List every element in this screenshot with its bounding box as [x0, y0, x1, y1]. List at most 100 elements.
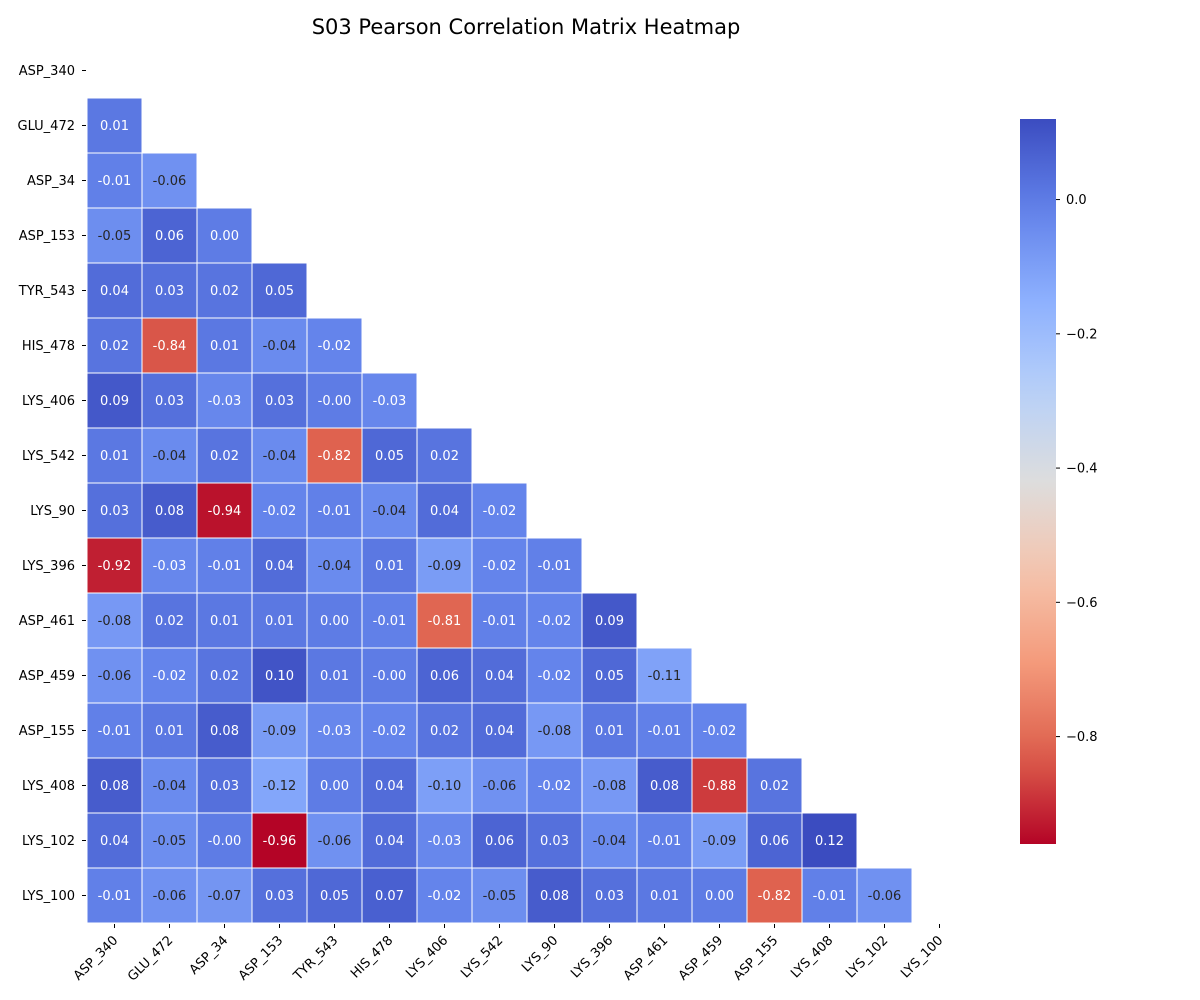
heatmap-cell-LYS_396-ASP_153 [251, 537, 308, 594]
cell-value-label: 0.05 [320, 889, 349, 904]
cell-value-label: -0.82 [318, 449, 352, 464]
heatmap-cell-ASP_461-LYS_90 [526, 592, 583, 649]
heatmap-cell-LYS_408-ASP_461 [636, 757, 693, 814]
cell-value-label: -0.01 [318, 504, 352, 519]
chart-title: S03 Pearson Correlation Matrix Heatmap [312, 15, 741, 39]
x-axis: ASP_340 GLU_472 ASP_34 ASP_153 TYR_543 HIS_47… [71, 924, 946, 984]
x-tick-label-ASP_459: ASP_459 [676, 933, 726, 983]
cell-value-label: 0.02 [210, 284, 239, 299]
cell-value-label: -0.02 [373, 724, 407, 739]
cell-value-label: -0.09 [703, 834, 737, 849]
cell-value-label: -0.06 [153, 174, 187, 189]
cell-value-label: -0.03 [153, 559, 187, 574]
cell-value-label: -0.82 [758, 889, 792, 904]
cell-value-label: -0.04 [318, 559, 352, 574]
y-tick-label-ASP_153: ASP_153 [19, 229, 75, 244]
heatmap-cell-ASP_155-ASP_459 [691, 702, 748, 759]
cell-value-label: -0.02 [538, 669, 572, 684]
cell-value-label: 0.00 [705, 889, 734, 904]
heatmap-cell-ASP_155-ASP_340 [86, 702, 143, 759]
x-tick-label-ASP_461: ASP_461 [621, 933, 671, 983]
cell-value-label: -0.84 [153, 339, 187, 354]
heatmap-cell-LYS_102-ASP_461 [636, 812, 693, 869]
heatmap-cell-LYS_408-ASP_153 [251, 757, 308, 814]
y-tick-label-LYS_100: LYS_100 [22, 889, 75, 904]
x-tick-label-LYS_90: LYS_90 [519, 933, 561, 975]
heatmap-cell-LYS_90-ASP_340 [86, 482, 143, 539]
x-tick-label-HIS_478: HIS_478 [348, 933, 396, 981]
cell-value-label: 0.08 [155, 504, 184, 519]
cell-value-label: -0.05 [153, 834, 187, 849]
cell-value-label: -0.06 [483, 779, 517, 794]
colorbar-tick-label: −0.4 [1066, 462, 1098, 477]
y-tick-label-LYS_406: LYS_406 [22, 394, 75, 409]
heatmap-cell-ASP_34-GLU_472 [141, 152, 198, 209]
cell-value-label: -0.01 [648, 834, 682, 849]
heatmap-cell-LYS_100-HIS_478 [361, 867, 418, 924]
heatmap-cell-LYS_90-LYS_542 [471, 482, 528, 539]
x-tick-label-ASP_155: ASP_155 [731, 933, 781, 983]
heatmap-cell-LYS_396-ASP_34 [196, 537, 253, 594]
heatmap-cell-LYS_408-HIS_478 [361, 757, 418, 814]
heatmap-cell-LYS_408-TYR_543 [306, 757, 363, 814]
heatmap-cell-LYS_100-GLU_472 [141, 867, 198, 924]
x-tick-label-ASP_153: ASP_153 [236, 933, 286, 983]
cell-value-label: -0.04 [593, 834, 627, 849]
cell-value-label: -0.03 [318, 724, 352, 739]
y-tick-label-LYS_396: LYS_396 [22, 559, 75, 574]
cell-value-label: -0.08 [538, 724, 572, 739]
heatmap-cell-TYR_543-GLU_472 [141, 262, 198, 319]
y-tick-label-ASP_34: ASP_34 [27, 174, 75, 189]
heatmap-cell-LYS_408-ASP_340 [86, 757, 143, 814]
cell-value-label: -0.02 [483, 559, 517, 574]
cell-value-label: -0.81 [428, 614, 462, 629]
cell-value-label: -0.94 [208, 504, 242, 519]
cell-value-label: 0.03 [155, 284, 184, 299]
heatmap-cell-LYS_408-LYS_396 [581, 757, 638, 814]
cell-value-label: 0.09 [595, 614, 624, 629]
heatmap-cell-LYS_406-TYR_543 [306, 372, 363, 429]
cell-value-label: -0.00 [373, 669, 407, 684]
cell-value-label: -0.11 [648, 669, 682, 684]
cell-value-label: 0.01 [650, 889, 679, 904]
cell-value-label: 0.02 [100, 339, 129, 354]
x-tick-label-GLU_472: GLU_472 [125, 933, 176, 984]
colorbar-tick-label: 0.0 [1066, 193, 1087, 208]
heatmap-cell-LYS_542-GLU_472 [141, 427, 198, 484]
cell-value-label: -0.04 [153, 779, 187, 794]
heatmap-cell-HIS_478-GLU_472 [141, 317, 198, 374]
cell-value-label: -0.06 [153, 889, 187, 904]
heatmap-cell-LYS_406-HIS_478 [361, 372, 418, 429]
cell-value-label: 0.01 [375, 559, 404, 574]
heatmap-cell-ASP_155-ASP_153 [251, 702, 308, 759]
x-tick-label-LYS_102: LYS_102 [843, 933, 891, 981]
heatmap-cell-ASP_461-LYS_396 [581, 592, 638, 649]
cell-value-label: -0.88 [703, 779, 737, 794]
x-tick-label-LYS_396: LYS_396 [568, 933, 616, 981]
heatmap-cell-LYS_100-LYS_102 [856, 867, 913, 924]
cell-value-label: 0.04 [485, 724, 514, 739]
cell-value-label: -0.03 [428, 834, 462, 849]
cell-value-label: -0.01 [648, 724, 682, 739]
cell-value-label: -0.02 [428, 889, 462, 904]
colorbar-tick-label: −0.8 [1066, 730, 1098, 745]
cell-value-label: -0.06 [868, 889, 902, 904]
heatmap-cell-ASP_461-ASP_340 [86, 592, 143, 649]
heatmap-cell-LYS_542-ASP_153 [251, 427, 308, 484]
heatmap-cell-LYS_100-ASP_34 [196, 867, 253, 924]
y-tick-label-LYS_102: LYS_102 [22, 834, 75, 849]
cell-value-label: -0.02 [318, 339, 352, 354]
heatmap-cell-LYS_102-LYS_90 [526, 812, 583, 869]
cell-value-label: 0.03 [100, 504, 129, 519]
cell-value-label: 0.08 [100, 779, 129, 794]
cell-value-label: -0.05 [98, 229, 132, 244]
cell-value-label: 0.06 [155, 229, 184, 244]
cell-value-label: -0.08 [593, 779, 627, 794]
colorbar-gradient [1020, 119, 1056, 844]
heatmap-cell-TYR_543-ASP_153 [251, 262, 308, 319]
cell-value-label: 0.08 [540, 889, 569, 904]
cell-value-label: 0.01 [155, 724, 184, 739]
heatmap-cell-LYS_396-HIS_478 [361, 537, 418, 594]
y-tick-label-GLU_472: GLU_472 [18, 119, 76, 134]
